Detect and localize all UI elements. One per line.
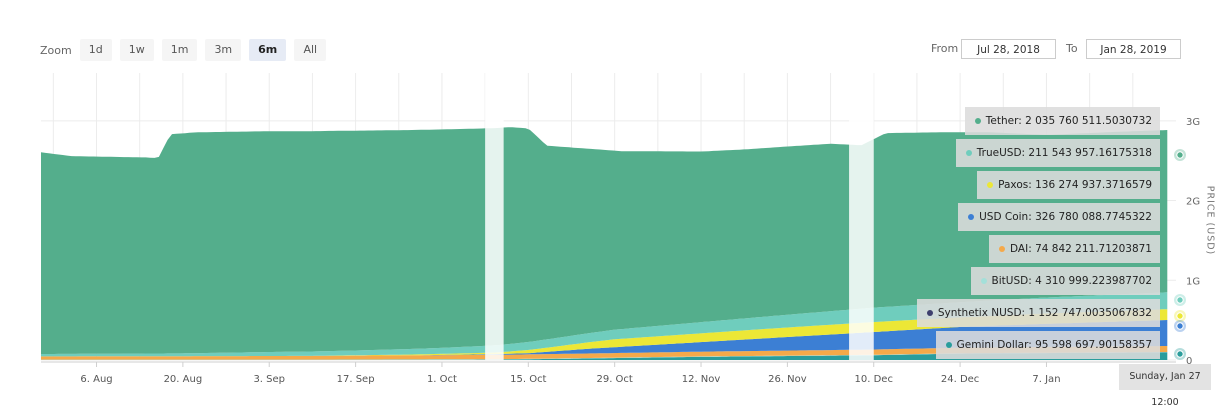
zoom-button-6m[interactable]: 6m [249,39,287,61]
hover-marker [1176,296,1184,304]
y-axis-title: PRICE (USD) [1204,185,1216,256]
y-tick-label: 3G [1186,117,1200,128]
zoom-button-3m[interactable]: 3m [205,39,242,61]
to-date-input[interactable]: Jan 28, 2019 [1086,39,1181,59]
series-color-dot [968,214,975,220]
from-label: From [931,42,959,55]
series-color-dot [980,278,987,284]
area-usd-coin [41,320,1168,357]
tooltip-text: BitUSD: 4 310 999.223987702 [991,275,1152,287]
data-gap [849,73,874,360]
area-gemini-dollar [41,352,1168,360]
tooltip-text: Synthetix NUSD: 1 152 747.0035067832 [937,307,1152,319]
zoom-button-1m[interactable]: 1m [161,39,198,61]
data-gap [485,73,504,360]
y-tick-label: 2G [1186,197,1200,208]
series-color-dot [926,310,933,316]
series-color-dot [965,150,972,156]
from-date-input[interactable]: Jul 28, 2018 [961,39,1056,59]
y-tick-label: 0 [1186,356,1192,367]
tooltip-gemini-dollar: Gemini Dollar: 95 598 697.90158357 [935,331,1160,359]
series-color-dot [999,246,1006,252]
tooltip-text: USD Coin: 326 780 088.7745322 [979,211,1152,223]
zoom-button-1d[interactable]: 1d [79,39,112,61]
x-tick-label: 1. Oct [427,374,457,385]
x-tick-label: 26. Nov [768,374,807,385]
zoom-button-1w[interactable]: 1w [119,39,154,61]
y-tick-label: 1G [1186,276,1200,287]
zoom-bar: Zoom 1d 1w 1m 3m 6m All [40,39,334,61]
tooltip-text: Tether: 2 035 760 511.5030732 [985,115,1152,127]
hover-marker [1176,312,1184,320]
area-trueusd [41,292,1168,357]
area-dai [41,346,1168,360]
stacked-area-chart[interactable]: 6. Aug 20. Aug 3. Sep 17. Sep 1. Oct 15. Oct 2… [0,0,1227,400]
x-tick-label: 15. Oct [510,374,546,385]
series-color-dot [945,342,952,348]
tooltip-text: TrueUSD: 211 543 957.16175318 [976,147,1152,159]
to-label: To [1066,42,1078,55]
tooltip-bitusd: BitUSD: 4 310 999.223987702 [970,267,1160,295]
tooltip-tether: Tether: 2 035 760 511.5030732 [964,107,1160,135]
tooltip-trueusd: TrueUSD: 211 543 957.16175318 [955,139,1160,167]
series-color-dot [987,182,994,188]
x-tick-label: 12. Nov [682,374,721,385]
zoom-label: Zoom [40,43,72,57]
tooltip-synthetix-nusd: Synthetix NUSD: 1 152 747.0035067832 [916,299,1160,327]
tooltip-text: Paxos: 136 274 937.3716579 [998,179,1152,191]
x-tick-label: 17. Sep [337,374,375,385]
tooltip-text: DAI: 74 842 211.71203871 [1010,243,1152,255]
hover-marker [1176,322,1184,330]
hover-marker [1176,350,1184,358]
x-tick-label: 7. Jan [1032,374,1060,385]
x-tick-label: 6. Aug [80,374,112,385]
area-tether [41,127,1168,354]
tooltip-text: Gemini Dollar: 95 598 697.90158357 [956,339,1152,351]
x-tick-label: 29. Oct [596,374,632,385]
tooltip-paxos: Paxos: 136 274 937.3716579 [977,171,1160,199]
hover-date-flag: Sunday, Jan 27 12:00 [1119,364,1211,408]
x-tick-label: 24. Dec [941,374,979,385]
x-tick-label: 3. Sep [253,374,285,385]
x-tick-label: 10. Dec [855,374,893,385]
tooltip-dai: DAI: 74 842 211.71203871 [989,235,1160,263]
tooltip-usd-coin: USD Coin: 326 780 088.7745322 [958,203,1160,231]
hover-marker [1176,151,1184,159]
x-tick-label: 20. Aug [164,374,203,385]
series-color-dot [974,118,981,124]
zoom-button-all[interactable]: All [294,39,327,61]
